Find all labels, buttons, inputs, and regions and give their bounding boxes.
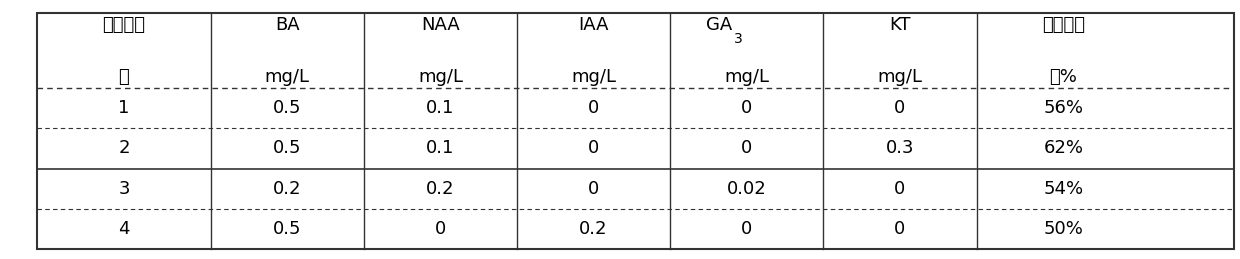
- Text: mg/L: mg/L: [418, 68, 463, 85]
- Text: 62%: 62%: [1043, 140, 1084, 157]
- Text: 50%: 50%: [1043, 220, 1084, 238]
- Text: 培养基编: 培养基编: [103, 16, 145, 34]
- Text: 0.1: 0.1: [427, 140, 455, 157]
- Text: 0.2: 0.2: [579, 220, 608, 238]
- Text: NAA: NAA: [422, 16, 460, 34]
- Text: 56%: 56%: [1043, 99, 1084, 117]
- Text: 3: 3: [118, 179, 130, 198]
- Text: 0: 0: [894, 179, 905, 198]
- Text: 0: 0: [742, 140, 753, 157]
- Text: 0.1: 0.1: [427, 99, 455, 117]
- Text: 0.5: 0.5: [273, 220, 301, 238]
- Text: 0: 0: [588, 179, 599, 198]
- Text: mg/L: mg/L: [878, 68, 923, 85]
- Text: 0.2: 0.2: [273, 179, 301, 198]
- Text: KT: KT: [889, 16, 910, 34]
- Text: 0: 0: [742, 99, 753, 117]
- Text: GA: GA: [706, 16, 732, 34]
- Text: 54%: 54%: [1043, 179, 1084, 198]
- Text: 0: 0: [742, 220, 753, 238]
- Text: BA: BA: [275, 16, 300, 34]
- Text: 0.3: 0.3: [885, 140, 914, 157]
- Text: 0: 0: [894, 99, 905, 117]
- Text: 0.5: 0.5: [273, 140, 301, 157]
- Text: 0.5: 0.5: [273, 99, 301, 117]
- Text: 3: 3: [734, 32, 743, 46]
- Text: 0.2: 0.2: [427, 179, 455, 198]
- Text: 2: 2: [118, 140, 130, 157]
- Text: 0: 0: [894, 220, 905, 238]
- Text: 1: 1: [118, 99, 130, 117]
- Text: 0.02: 0.02: [727, 179, 766, 198]
- Text: mg/L: mg/L: [724, 68, 769, 85]
- Text: mg/L: mg/L: [265, 68, 310, 85]
- Text: 号: 号: [119, 68, 129, 85]
- Text: 0: 0: [588, 140, 599, 157]
- Text: 率%: 率%: [1049, 68, 1078, 85]
- Text: 茎尖萌发: 茎尖萌发: [1042, 16, 1085, 34]
- Text: mg/L: mg/L: [572, 68, 616, 85]
- Text: 4: 4: [118, 220, 130, 238]
- Text: 0: 0: [435, 220, 446, 238]
- Text: 0: 0: [588, 99, 599, 117]
- Text: IAA: IAA: [578, 16, 609, 34]
